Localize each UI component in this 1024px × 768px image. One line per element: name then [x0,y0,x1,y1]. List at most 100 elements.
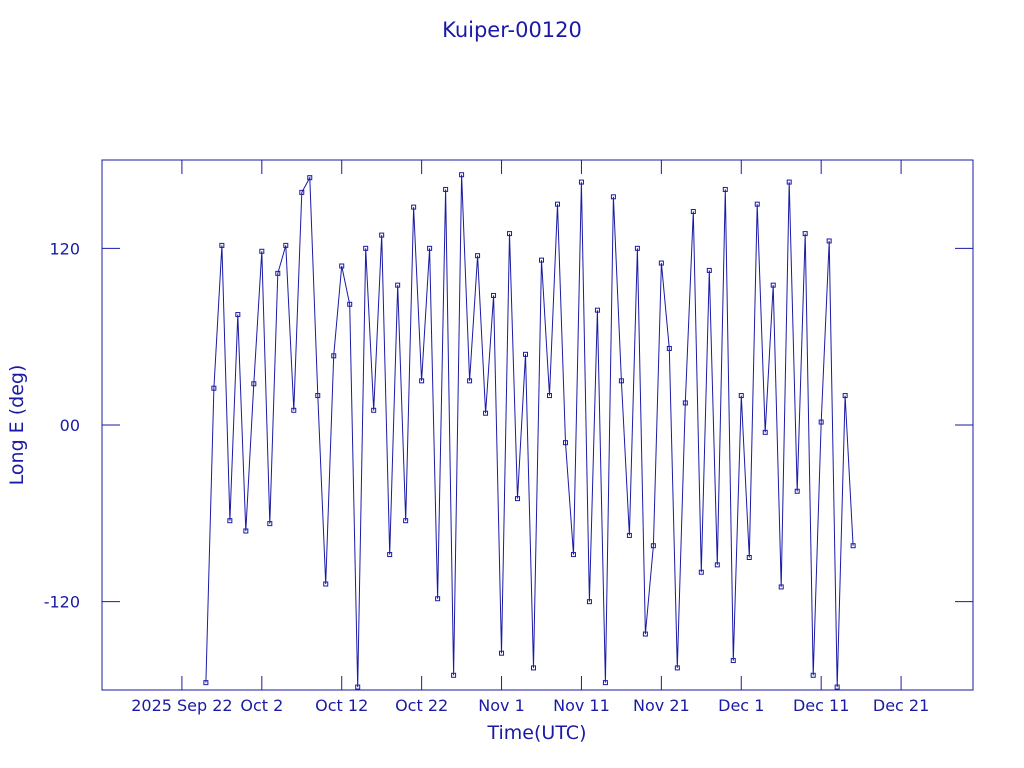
data-point [355,684,361,690]
y-tick-label: 00 [60,416,80,435]
data-point [339,263,345,269]
data-point [698,569,704,575]
data-point [387,552,393,558]
data-point [291,407,297,413]
x-tick-label: Nov 1 [478,696,525,715]
data-point [706,267,712,273]
data-point [546,393,552,399]
data-point [323,581,329,587]
data-point [594,307,600,313]
x-tick-label: Dec 1 [718,696,764,715]
data-point [642,631,648,637]
data-point [722,186,728,192]
data-point [475,253,481,259]
data-point [427,245,433,251]
data-point [818,419,824,425]
data-point [203,680,209,686]
data-point [483,410,489,416]
data-point [666,345,672,351]
data-point [826,238,832,244]
data-point [634,245,640,251]
data-point [531,665,537,671]
plot-frame [101,159,974,691]
data-point [578,179,584,185]
data-point [834,684,840,690]
data-point [395,282,401,288]
data-point [586,599,592,605]
data-point [251,381,257,387]
x-tick-label: 2025 Sep 22 [131,696,232,715]
data-point [435,596,441,602]
data-point [682,400,688,406]
data-point [459,172,465,178]
data-point [690,209,696,215]
data-point [770,282,776,288]
data-point [347,301,353,307]
data-point [778,584,784,590]
data-point [235,312,241,318]
data-point [746,555,752,560]
x-tick-label: Oct 22 [395,696,448,715]
data-point [379,232,385,238]
x-tick-label: Oct 12 [315,696,368,715]
x-tick-label: Dec 21 [873,696,929,715]
data-point [299,189,305,195]
data-point [618,378,624,384]
x-tick-label: Nov 11 [553,696,610,715]
data-point [802,231,808,237]
data-point [331,353,337,359]
data-point [315,393,321,399]
data-point [243,528,249,534]
data-point [538,257,544,263]
y-axis-label: Long E (deg) [6,365,28,486]
data-point [842,393,848,399]
data-point [283,242,289,248]
data-point [562,440,568,446]
data-point [467,378,473,384]
data-point [419,378,425,384]
data-point [275,270,281,276]
data-point [738,393,744,399]
data-point [714,562,720,568]
chart-title: Kuiper-00120 [442,18,582,42]
data-point [491,292,497,298]
x-tick-label: Dec 11 [793,696,849,715]
data-point [754,201,760,207]
data-point [259,248,265,254]
data-point [227,518,233,524]
data-point [658,260,664,266]
data-point [626,532,632,538]
data-point [850,543,856,549]
data-point [730,658,736,664]
data-line [205,174,854,688]
data-point [363,245,369,251]
data-point [403,518,409,524]
data-point [211,385,217,391]
data-point [762,429,768,435]
data-point [602,680,608,686]
x-axis-label: Time(UTC) [487,722,587,744]
data-point [570,552,576,558]
x-tick-label: Oct 2 [240,696,283,715]
data-point [499,650,505,656]
data-point [507,231,513,237]
data-point [515,496,521,502]
data-point [443,186,449,192]
data-point [554,201,560,207]
data-point [219,242,225,248]
x-tick-label: Nov 21 [633,696,690,715]
data-point [307,175,313,181]
data-point [794,488,800,494]
data-point [267,521,273,527]
y-tick-label: -120 [44,593,80,612]
data-point [610,194,616,200]
data-point [411,204,417,210]
plot-area [203,172,856,690]
data-point [810,672,816,678]
data-point [371,407,377,413]
y-tick-label: 120 [49,239,80,258]
data-point [786,179,792,185]
data-point [523,351,529,357]
data-point [451,672,457,678]
